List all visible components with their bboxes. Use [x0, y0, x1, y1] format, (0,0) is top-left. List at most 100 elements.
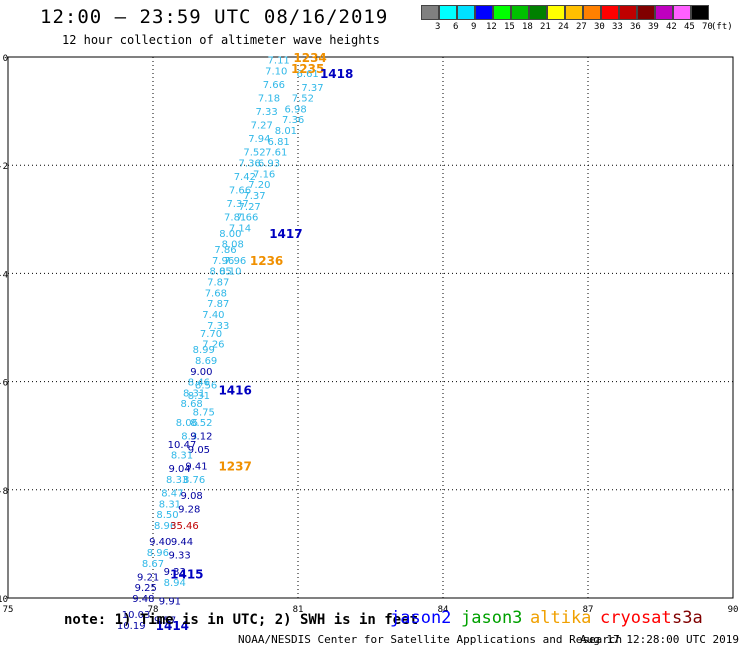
- color-swatch: [601, 5, 619, 20]
- legend-entry-altika: altika: [530, 608, 592, 628]
- wave-height-label: 8.69: [195, 356, 217, 367]
- pass-time-label: 1235: [291, 62, 324, 76]
- wave-height-label: 7.20: [248, 180, 270, 191]
- color-swatch: [655, 5, 673, 20]
- pass-time-label: 1237: [218, 459, 251, 473]
- wave-height-label: 7.27: [251, 121, 273, 132]
- wave-height-label: 8.06: [176, 418, 198, 429]
- wave-height-label: 7.26: [202, 340, 224, 351]
- color-scale-label: 24: [558, 22, 569, 32]
- wave-height-label: 8.99: [193, 345, 215, 356]
- wave-height-label: 8.31: [159, 499, 181, 510]
- wave-height-label: 9.41: [185, 461, 207, 472]
- longitude-tick-label: 78: [148, 605, 159, 615]
- color-swatch: [457, 5, 475, 20]
- wave-height-label: 7.68: [205, 288, 227, 299]
- color-swatch: [673, 5, 691, 20]
- color-scale-label: 9: [471, 22, 477, 32]
- wave-height-label: 8.96: [147, 548, 169, 559]
- wave-height-label: 7.14: [229, 223, 251, 234]
- color-scale-label: 36: [630, 22, 641, 32]
- color-scale-label: 6: [453, 22, 459, 32]
- color-swatch: [493, 5, 511, 20]
- color-swatch: [547, 5, 565, 20]
- credit-text: NOAA/NESDIS Center for Satellite Applica…: [238, 633, 623, 646]
- wave-height-label: 9.57: [154, 616, 176, 627]
- pass-time-label: 1236: [250, 254, 283, 268]
- wave-height-label: 7.52: [243, 148, 265, 159]
- wave-height-label: 10.03: [122, 610, 151, 621]
- page-subtitle: 12 hour collection of altimeter wave hei…: [62, 33, 380, 47]
- pass-time-label: 1234: [293, 51, 326, 65]
- wave-height-label: 7.96: [224, 256, 246, 267]
- wave-height-label: 9.00: [190, 367, 212, 378]
- wave-height-label: 8.56: [195, 380, 217, 391]
- latitude-tick-label: -10: [0, 595, 8, 605]
- latitude-tick-label: -4: [0, 270, 8, 280]
- wave-height-label: 7.87: [207, 299, 229, 310]
- wave-height-label: 7.11: [268, 56, 290, 67]
- wave-height-label: 9.91: [159, 597, 181, 608]
- wave-height-label: 8.00: [219, 229, 241, 240]
- color-scale-legend: [421, 5, 709, 20]
- footnote: note: 1) Time is in UTC; 2) SWH is in fe…: [64, 612, 419, 628]
- pass-time-label: 1416: [218, 384, 251, 398]
- wave-height-label: 8.75: [193, 407, 215, 418]
- color-scale-label: 45: [684, 22, 695, 32]
- color-swatch: [439, 5, 457, 20]
- wave-height-label: 7.18: [258, 94, 280, 105]
- color-scale-label: 15: [504, 22, 515, 32]
- color-swatch: [421, 5, 439, 20]
- color-scale-label: 33: [612, 22, 623, 32]
- wave-height-label: 7.10: [265, 67, 287, 78]
- wave-height-label: 9.25: [135, 583, 157, 594]
- wave-height-label: 7.36: [282, 115, 304, 126]
- color-swatch: [619, 5, 637, 20]
- color-swatch: [637, 5, 655, 20]
- latitude-tick-label: 0: [3, 54, 8, 64]
- wave-height-label: 9.33: [168, 551, 190, 562]
- wave-height-label: 8.50: [156, 510, 178, 521]
- map-frame: [7, 56, 734, 599]
- wave-height-label: 7.87: [207, 278, 229, 289]
- color-scale-label: 3: [435, 22, 441, 32]
- color-swatch: [691, 5, 709, 20]
- color-swatch: [565, 5, 583, 20]
- wave-height-label: 8.33: [166, 475, 188, 486]
- wave-height-label: 7.16: [253, 169, 275, 180]
- wave-height-label: 7.33: [207, 321, 229, 332]
- wave-height-label: 8.31: [171, 451, 193, 462]
- pass-time-label: 1417: [269, 227, 302, 241]
- wave-height-label: 6.98: [284, 104, 306, 115]
- wave-height-label: 7.33: [255, 107, 277, 118]
- wave-height-label: 35.46: [170, 521, 199, 532]
- wave-height-label: 7.70: [200, 329, 222, 340]
- wave-height-label: 7.37: [243, 191, 265, 202]
- color-scale-unit: (ft): [711, 22, 733, 32]
- color-scale-label: 21: [540, 22, 551, 32]
- wave-height-label: 9.05: [188, 445, 210, 456]
- color-swatch: [511, 5, 529, 20]
- color-scale-label: 12: [486, 22, 497, 32]
- latitude-tick-label: -8: [0, 487, 8, 497]
- color-scale-label: 42: [666, 22, 677, 32]
- legend-entry-jason2: jason2: [390, 608, 452, 628]
- pass-time-label: 1415: [170, 568, 203, 582]
- wave-height-label: 8.10: [219, 267, 241, 278]
- wave-height-label: 8.46: [188, 378, 210, 389]
- wave-height-label: 8.31: [188, 391, 210, 402]
- wave-height-label: 7.37: [226, 199, 248, 210]
- wave-height-label: 8.01: [275, 126, 297, 137]
- pass-time-label: 1414: [156, 619, 189, 633]
- wave-height-label: 7.61: [265, 148, 287, 159]
- wave-height-label: 10.47: [168, 440, 197, 451]
- wave-height-label: 8.47: [161, 489, 183, 500]
- wave-height-label: 8.76: [183, 475, 205, 486]
- wave-height-label: 7.42: [234, 172, 256, 183]
- wave-height-label: 8.68: [181, 399, 203, 410]
- wave-height-label: 9.12: [190, 432, 212, 443]
- longitude-tick-label: 87: [583, 605, 594, 615]
- wave-height-label: 7.40: [202, 310, 224, 321]
- latitude-tick-label: -2: [0, 162, 8, 172]
